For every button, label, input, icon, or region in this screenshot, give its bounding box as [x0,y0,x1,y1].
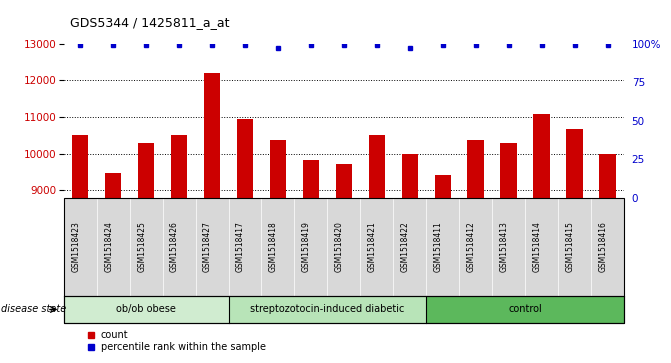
Text: GSM1518422: GSM1518422 [401,221,410,272]
Bar [468,140,484,198]
Bar [64,296,624,323]
Bar [599,155,616,198]
Bar [336,164,352,198]
Text: streptozotocin-induced diabetic: streptozotocin-induced diabetic [250,305,405,314]
Bar [303,160,319,198]
Bar [64,198,624,296]
Bar [72,135,89,198]
Bar [105,173,121,198]
Bar [501,143,517,198]
Text: GSM1518417: GSM1518417 [236,221,245,272]
Text: GSM1518411: GSM1518411 [433,221,443,272]
Bar [435,175,451,198]
Text: GSM1518415: GSM1518415 [566,221,574,272]
Bar [138,143,154,198]
Text: GSM1518420: GSM1518420 [335,221,344,272]
Text: GSM1518427: GSM1518427 [203,221,212,272]
Bar [204,73,220,198]
Bar [270,140,287,198]
Bar [64,198,624,323]
Text: percentile rank within the sample: percentile rank within the sample [101,342,266,352]
Text: ob/ob obese: ob/ob obese [116,305,176,314]
Bar [426,296,624,323]
Bar [566,129,583,198]
Text: GSM1518423: GSM1518423 [71,221,81,272]
Bar [171,135,187,198]
Text: GSM1518412: GSM1518412 [467,221,476,272]
Text: GSM1518426: GSM1518426 [170,221,179,272]
Text: control: control [508,305,542,314]
Text: GSM1518424: GSM1518424 [104,221,113,272]
Text: count: count [101,330,128,340]
Text: GSM1518414: GSM1518414 [533,221,541,272]
Text: disease state: disease state [1,305,66,314]
Text: GSM1518418: GSM1518418 [269,221,278,272]
Text: GSM1518425: GSM1518425 [137,221,146,272]
Text: GSM1518416: GSM1518416 [599,221,607,272]
Text: GSM1518421: GSM1518421 [368,221,377,272]
Bar [368,135,385,198]
Text: GSM1518419: GSM1518419 [302,221,311,272]
Bar [64,296,229,323]
Bar [401,155,418,198]
Bar [229,296,426,323]
Bar [533,114,550,198]
Bar [237,119,253,198]
Text: GSM1518413: GSM1518413 [500,221,509,272]
Text: GDS5344 / 1425811_a_at: GDS5344 / 1425811_a_at [70,16,230,29]
